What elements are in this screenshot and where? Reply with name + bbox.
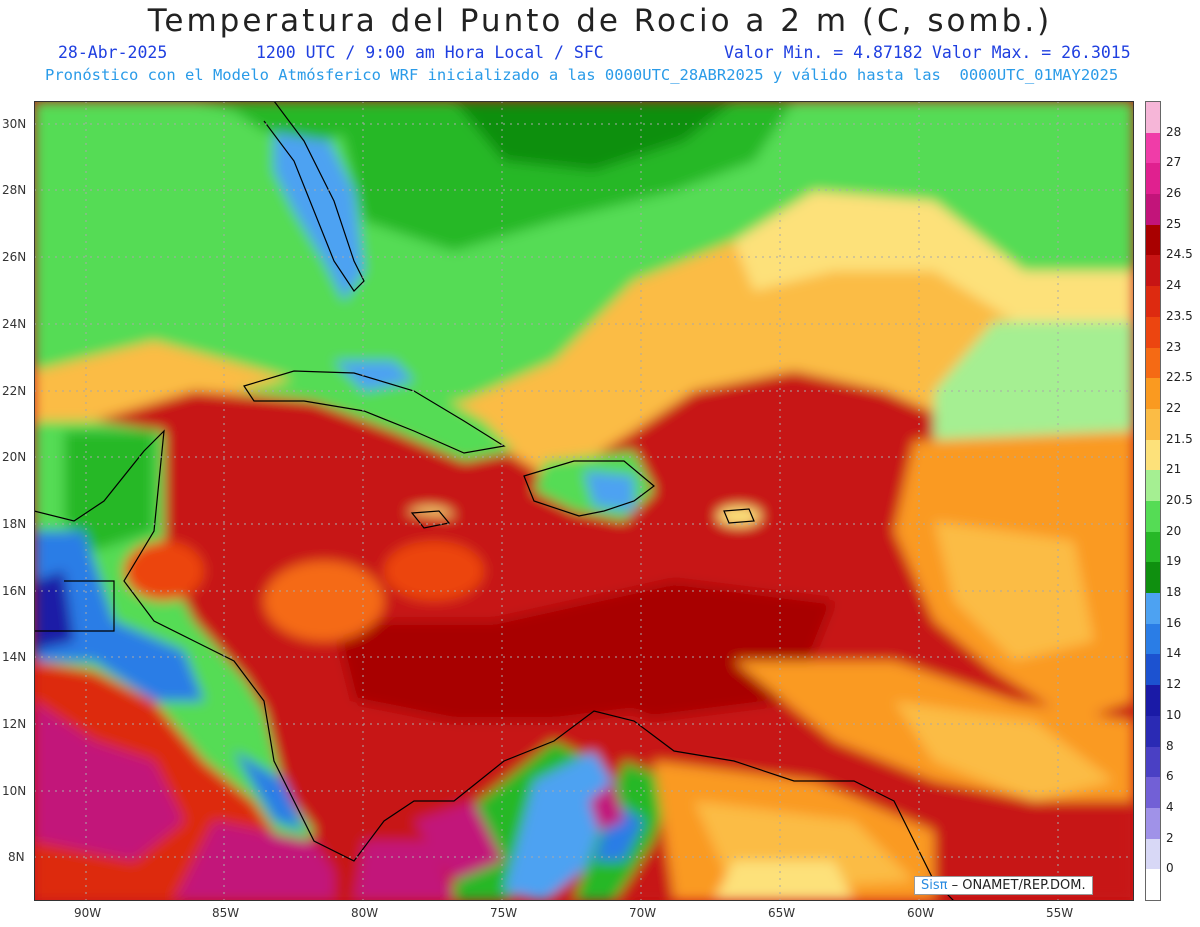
colorbar-label: 25 <box>1166 216 1182 231</box>
lat-label-24n: 24N <box>2 317 27 331</box>
lat-label-10n: 10N <box>2 784 27 798</box>
lon-label-85w: 85W <box>212 906 240 920</box>
lat-label-14n: 14N <box>2 650 27 664</box>
dewpoint-shading <box>34 101 1134 901</box>
colorbar-segment <box>1146 132 1160 164</box>
lat-label-28n: 28N <box>2 183 27 197</box>
lat-label-12n: 12N <box>2 717 27 731</box>
colorbar-segment <box>1146 255 1160 287</box>
colorbar-label: 14 <box>1166 646 1182 661</box>
colorbar-segment <box>1146 593 1160 625</box>
valid-time: 1200 UTC / 9:00 am Hora Local / SFC <box>256 43 604 62</box>
colorbar-segment <box>1146 408 1160 441</box>
colorbar-label: 2 <box>1166 830 1174 845</box>
colorbar-label: 19 <box>1166 554 1182 569</box>
lat-label-20n: 20N <box>2 450 27 464</box>
colorbar-label: 22.5 <box>1166 370 1193 385</box>
colorbar <box>1145 101 1161 901</box>
colorbar-segment <box>1146 746 1160 778</box>
colorbar-segment <box>1146 838 1160 870</box>
colorbar-label: 26 <box>1166 186 1182 201</box>
min-value: Valor Min. = 4.87182 <box>724 43 923 62</box>
colorbar-segment <box>1146 777 1160 809</box>
lat-label-16n: 16N <box>2 584 27 598</box>
colorbar-segment <box>1146 102 1160 134</box>
colorbar-label: 22 <box>1166 400 1182 415</box>
max-value: Valor Max. = 26.3015 <box>932 43 1131 62</box>
colorbar-segment <box>1146 470 1160 502</box>
colorbar-segment <box>1146 316 1160 349</box>
colorbar-label: 20 <box>1166 523 1182 538</box>
lon-label-90w: 90W <box>74 906 102 920</box>
lat-lon-grid <box>34 101 1134 901</box>
colorbar-label: 21.5 <box>1166 431 1193 446</box>
forecast-date: 28-Abr-2025 <box>58 43 168 62</box>
colorbar-label: 27 <box>1166 155 1182 170</box>
colorbar-segment <box>1146 439 1160 471</box>
colorbar-label: 20.5 <box>1166 493 1193 507</box>
lon-label-65w: 65W <box>768 906 796 920</box>
colorbar-segment <box>1146 685 1160 717</box>
coastlines <box>34 101 955 901</box>
colorbar-label: 23.5 <box>1166 308 1193 323</box>
colorbar-segment <box>1146 347 1160 379</box>
colorbar-segment <box>1146 869 1160 901</box>
credit-org: – ONAMET/REP.DOM. <box>947 878 1086 893</box>
lat-label-30n: 30N <box>2 117 27 131</box>
map-title: Temperatura del Punto de Rocio a 2 m (C,… <box>147 3 1053 39</box>
colorbar-label: 4 <box>1166 799 1174 814</box>
dewpoint-map <box>34 101 1134 901</box>
model-info: Pronóstico con el Modelo Atmósferico WRF… <box>45 66 1119 84</box>
colorbar-segment <box>1146 654 1160 686</box>
colorbar-segment <box>1146 163 1160 195</box>
colorbar-label: 10 <box>1166 707 1182 722</box>
lon-label-80w: 80W <box>351 906 379 920</box>
lon-label-55w: 55W <box>1046 906 1074 920</box>
lon-label-60w: 60W <box>907 906 935 920</box>
colorbar-label: 6 <box>1166 769 1174 784</box>
credit-label: Sisπ – ONAMET/REP.DOM. <box>914 876 1093 895</box>
lon-label-70w: 70W <box>629 906 657 920</box>
colorbar-label: 21 <box>1166 462 1182 477</box>
colorbar-label: 0 <box>1166 861 1174 876</box>
colorbar-segment <box>1146 378 1160 410</box>
lat-label-8n: 8N <box>8 850 25 864</box>
colorbar-segment <box>1146 531 1160 563</box>
colorbar-label: 12 <box>1166 677 1182 692</box>
colorbar-segment <box>1146 715 1160 748</box>
lat-label-26n: 26N <box>2 250 27 264</box>
lat-label-22n: 22N <box>2 384 27 398</box>
colorbar-label: 18 <box>1166 585 1182 600</box>
colorbar-label: 16 <box>1166 615 1182 630</box>
colorbar-label: 24.5 <box>1166 247 1193 262</box>
colorbar-segment <box>1146 286 1160 318</box>
colorbar-label: 24 <box>1166 278 1182 293</box>
colorbar-segment <box>1146 623 1160 655</box>
colorbar-label: 23 <box>1166 339 1182 354</box>
colorbar-segment <box>1146 224 1160 256</box>
sispi-logo: Sisπ <box>921 878 948 893</box>
colorbar-label: 8 <box>1166 738 1174 753</box>
colorbar-label: 28 <box>1166 124 1182 139</box>
colorbar-segment <box>1146 807 1160 840</box>
lon-label-75w: 75W <box>490 906 518 920</box>
colorbar-segment <box>1146 194 1160 226</box>
colorbar-segment <box>1146 501 1160 533</box>
colorbar-segment <box>1146 562 1160 594</box>
lat-label-18n: 18N <box>2 517 27 531</box>
